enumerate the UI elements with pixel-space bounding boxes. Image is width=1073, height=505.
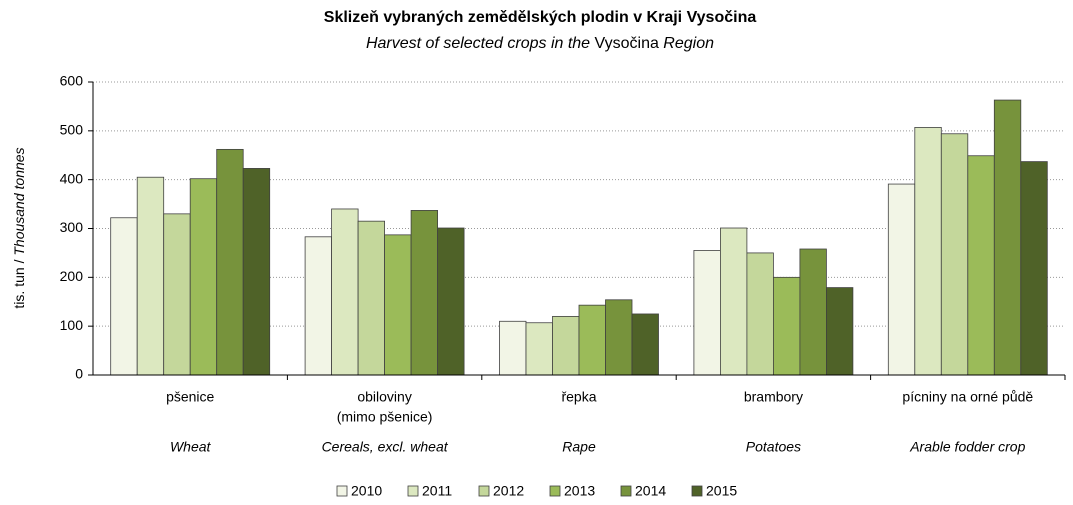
y-tick-label: 100 [60,317,84,333]
y-tick-label: 400 [60,170,84,186]
bar [136,176,165,376]
x-tick-label-en: Cereals, excl. wheat [322,439,449,455]
bar [163,213,191,376]
bar [720,227,748,376]
bar [552,315,580,376]
x-tick-label: brambory [744,389,803,405]
y-tick-label: 0 [75,366,83,382]
bar [242,168,271,376]
bar [799,248,827,376]
x-tick-label: řepka [561,389,596,405]
bar [693,250,721,376]
y-tick-label: 600 [60,73,84,89]
x-tick-label: (mimo pšenice) [337,409,433,425]
bar [304,236,333,376]
bar [525,322,553,376]
legend-label: 2014 [635,483,666,499]
legend-swatch [691,485,703,497]
subtitle-part: Harvest of selected crops in the [366,35,595,52]
legend-swatch [407,485,419,497]
x-tick-label: pšenice [166,389,214,405]
bar [578,304,606,376]
bar [993,99,1022,376]
x-tick-label-en: Rape [562,439,596,455]
x-tick-label-en: Arable fodder crop [909,439,1025,455]
legend-swatch [336,485,348,497]
x-tick-label-en: Potatoes [746,439,801,455]
x-tick-label: pícniny na orné půdě [902,389,1033,405]
legend-label: 2013 [564,483,595,499]
bar [216,148,244,376]
bar [631,313,659,376]
legend-swatch [478,485,490,497]
y-label-part: tis. tun / [11,256,27,309]
y-axis-label: tis. tun / Thousand tonnes [11,147,27,308]
bar [1020,161,1048,376]
bar [331,208,359,376]
y-label-part: Thousand tonnes [11,147,27,255]
subtitle-part: Vysočina [595,35,659,52]
bar [773,276,801,376]
y-tick-label: 500 [60,122,84,138]
legend-label: 2012 [493,483,524,499]
chart-title: Sklizeň vybraných zemědělských plodin v … [324,9,757,26]
bar [499,320,527,376]
bar [940,133,969,376]
bar [887,183,916,376]
bar [746,252,774,376]
y-tick-label: 300 [60,219,84,235]
bar [967,155,995,376]
bar [110,217,138,376]
x-tick-label: obiloviny [357,389,411,405]
legend-swatch [620,485,632,497]
subtitle-part: Region [659,35,714,52]
bar [384,234,412,376]
x-tick-label-en: Wheat [170,439,212,455]
bar [826,287,854,376]
bar [357,220,386,376]
bar [437,227,465,376]
legend-label: 2011 [422,483,452,499]
y-tick-label: 200 [60,268,84,284]
chart-subtitle: Harvest of selected crops in the Vysočin… [366,35,714,52]
bar [410,210,439,376]
legend-swatch [549,485,561,497]
legend-label: 2010 [351,483,382,499]
bar [189,178,218,376]
bar [605,299,633,376]
bar [914,127,942,376]
legend-label: 2015 [706,483,737,499]
